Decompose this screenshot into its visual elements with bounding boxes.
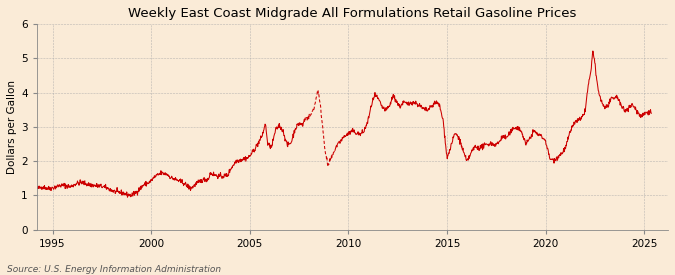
Y-axis label: Dollars per Gallon: Dollars per Gallon: [7, 80, 17, 174]
Title: Weekly East Coast Midgrade All Formulations Retail Gasoline Prices: Weekly East Coast Midgrade All Formulati…: [128, 7, 576, 20]
Text: Source: U.S. Energy Information Administration: Source: U.S. Energy Information Administ…: [7, 265, 221, 274]
